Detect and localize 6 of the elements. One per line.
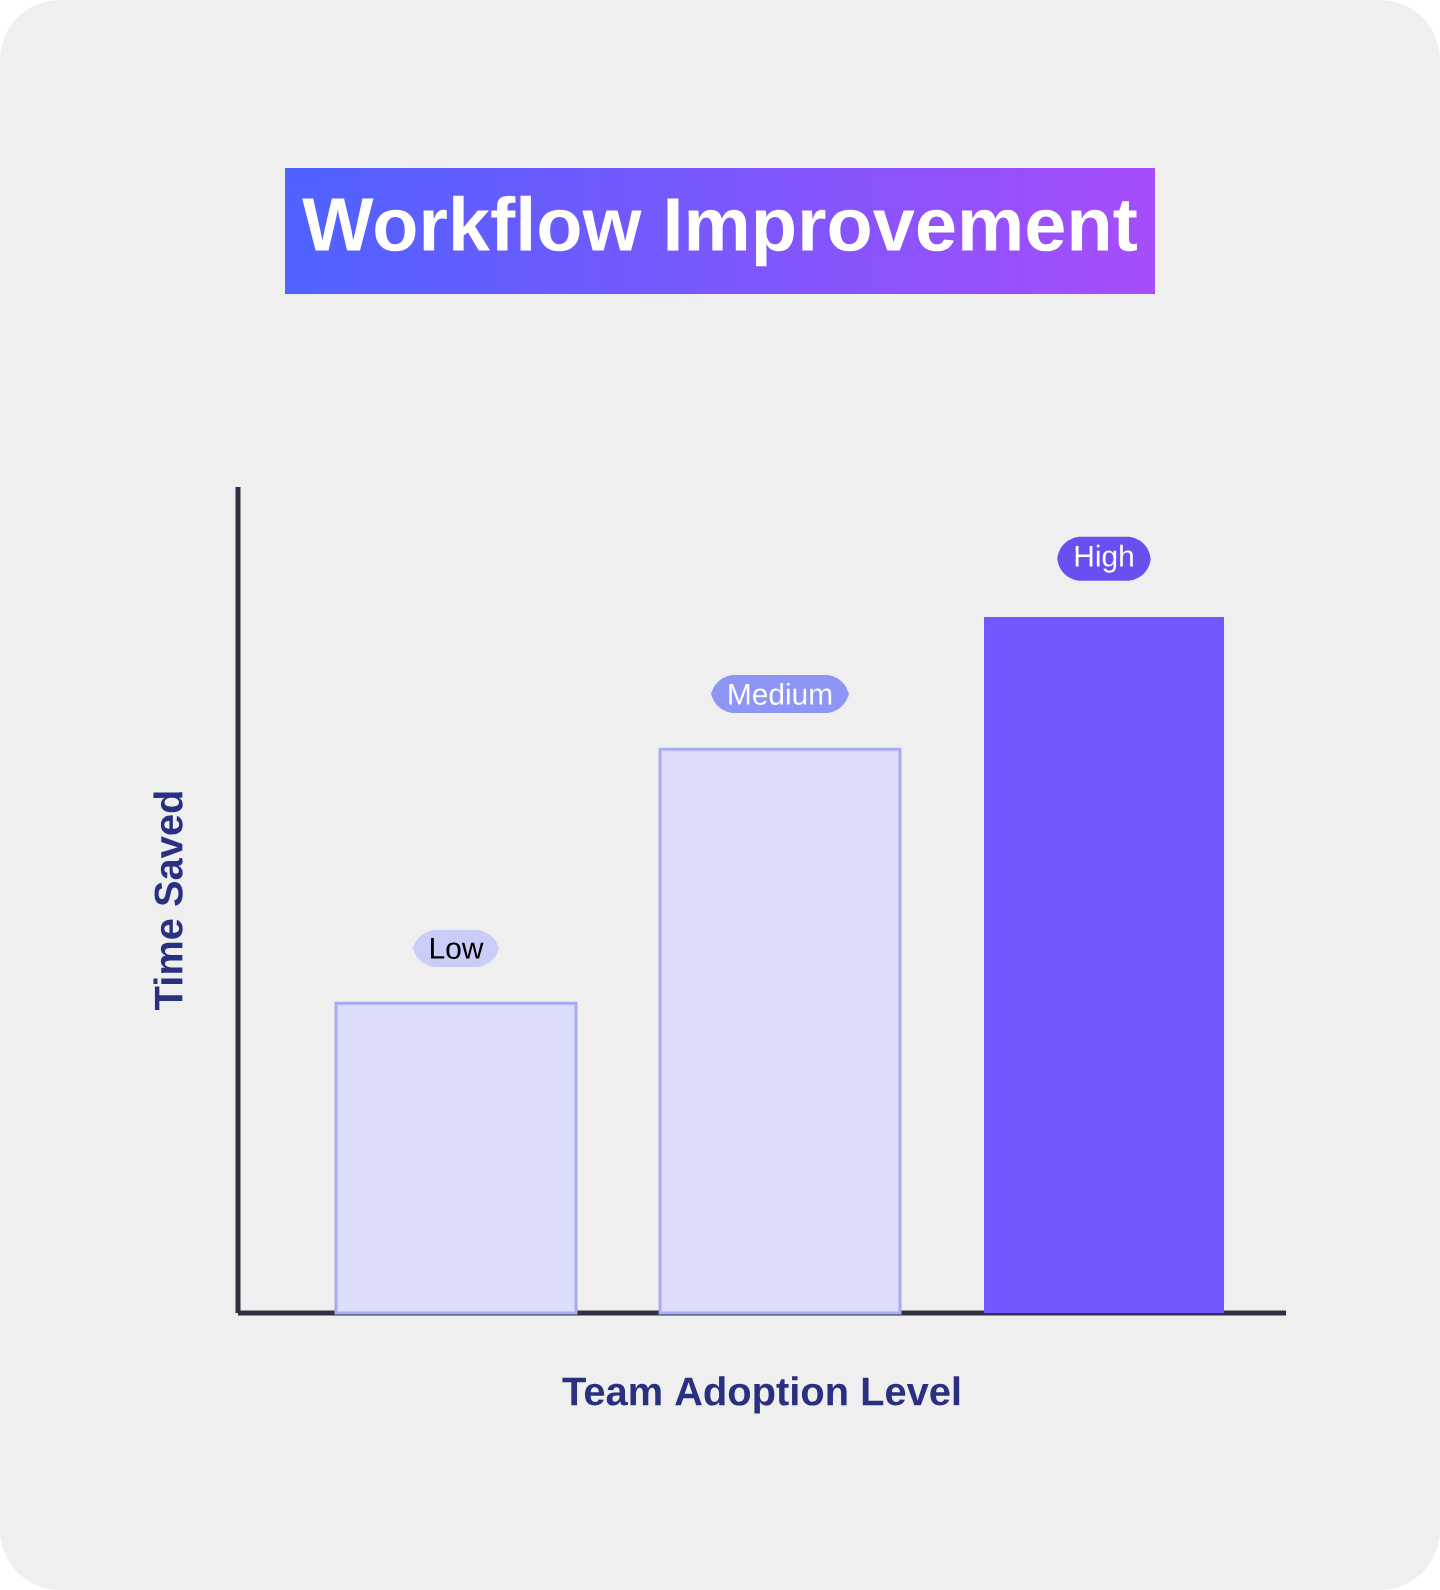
- x-axis-title: Team Adoption Level: [562, 1376, 960, 1414]
- chart-title: Workflow Improvement: [302, 195, 1137, 267]
- x-tick-label: Medium: [729, 682, 832, 705]
- y-axis-title: Time Saved: [153, 792, 183, 1010]
- x-tick-label: Low: [431, 938, 484, 959]
- x-tick-label: High: [1075, 544, 1133, 573]
